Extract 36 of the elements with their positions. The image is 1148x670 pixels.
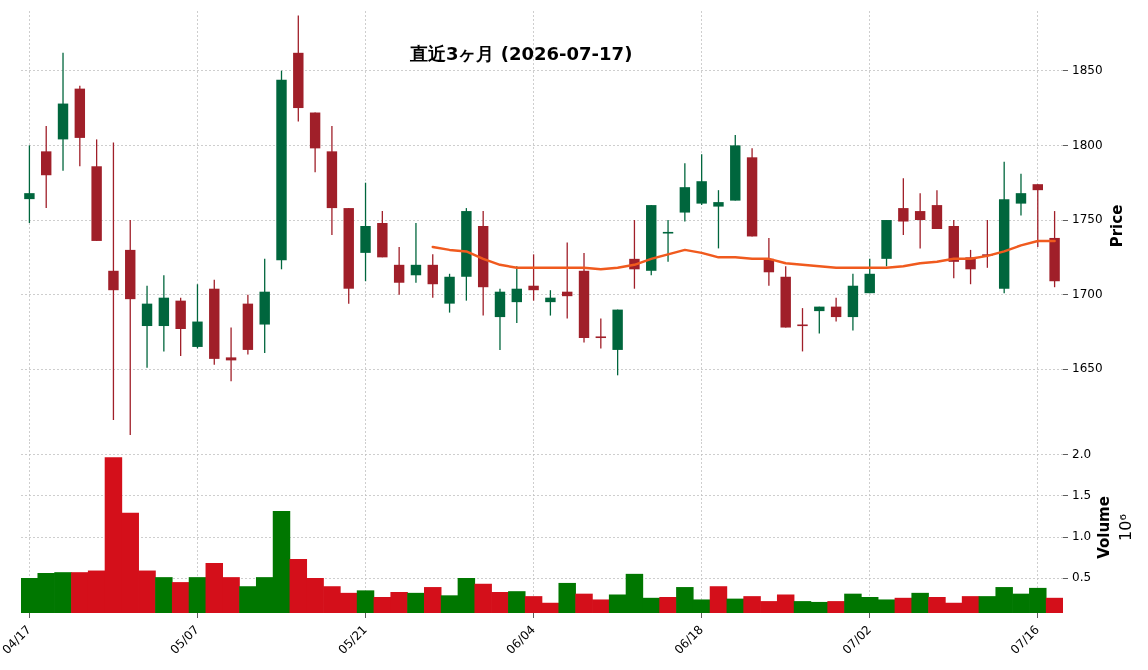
- candlestick: [427, 253, 438, 299]
- candlestick: [528, 253, 539, 302]
- y-tick-label: 1.5: [1072, 487, 1092, 502]
- y-tick-label: 2.0: [1072, 446, 1092, 461]
- candlestick: [864, 258, 875, 294]
- candlestick: [24, 144, 35, 224]
- candlestick: [931, 189, 943, 230]
- y-tick-label: 1750: [1072, 212, 1103, 227]
- candlestick: [696, 153, 707, 206]
- y-tick-label: 0.5: [1072, 570, 1092, 585]
- y-tick-label: 1850: [1072, 62, 1103, 77]
- y-tick-label: 1800: [1072, 137, 1103, 152]
- candlestick: [545, 289, 556, 317]
- candlestick: [141, 285, 153, 369]
- candlestick: [41, 125, 52, 209]
- text: 直近3ヶ月 (2026-07-17): [408, 42, 633, 64]
- candlestick: [814, 305, 825, 335]
- candlestick: [393, 246, 405, 296]
- candlestick: [830, 297, 842, 323]
- candlestick: [1015, 173, 1027, 217]
- candlestick: [108, 141, 119, 421]
- candlestick: [914, 192, 926, 250]
- y-tick-label: 1.0: [1072, 529, 1092, 544]
- candlestick: [898, 177, 909, 236]
- candlestick: [797, 307, 808, 353]
- y-tick-label: 1700: [1072, 286, 1103, 301]
- candlestick: [713, 189, 724, 250]
- text: 10⁶: [1116, 514, 1136, 541]
- y-axis-title: Price: [1107, 204, 1126, 248]
- candlestick: [662, 219, 674, 263]
- y-axis-title: Volume: [1094, 496, 1113, 559]
- candlestick: [225, 326, 237, 382]
- candlestick: [1032, 183, 1043, 248]
- candlestick: [410, 222, 422, 284]
- y-tick-label: 1650: [1072, 361, 1103, 376]
- candlestick: [595, 317, 607, 350]
